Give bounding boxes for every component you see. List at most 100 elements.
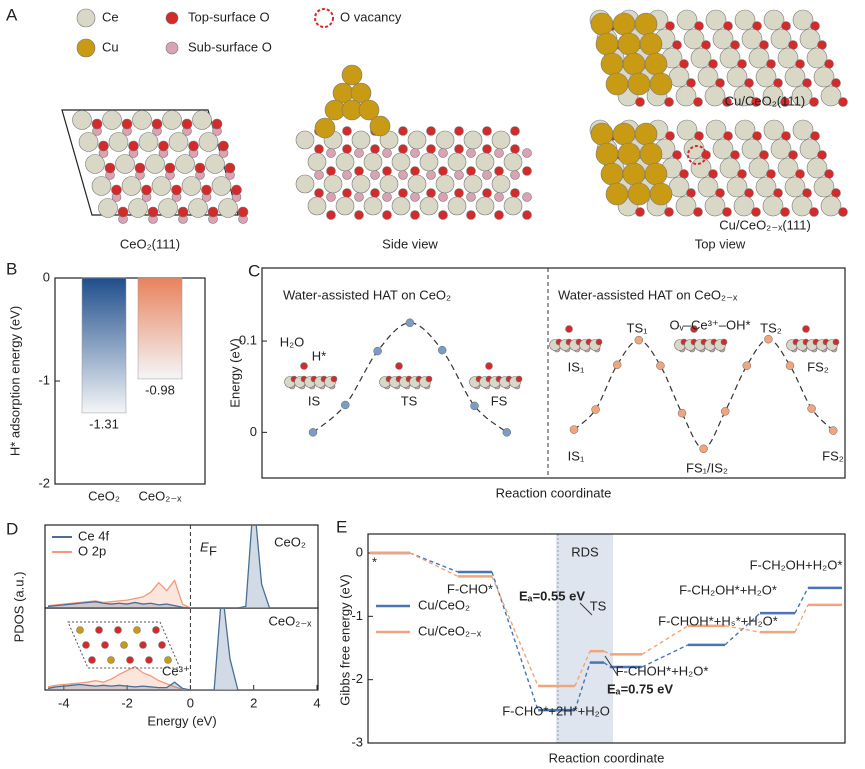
label: IS₁ bbox=[568, 448, 585, 463]
atom bbox=[813, 176, 835, 198]
label: -1.31 bbox=[89, 416, 119, 431]
atom bbox=[605, 72, 629, 96]
atom bbox=[813, 66, 835, 88]
atom bbox=[201, 184, 212, 196]
atom bbox=[85, 154, 105, 174]
atom bbox=[382, 192, 392, 202]
label: Eₐ=0.55 eV bbox=[519, 588, 585, 603]
atom bbox=[102, 110, 122, 130]
label: CeO₂(111) bbox=[120, 236, 180, 251]
atom bbox=[335, 196, 355, 216]
label: -1 bbox=[38, 372, 50, 387]
point bbox=[612, 360, 622, 370]
atom bbox=[425, 375, 433, 383]
atom bbox=[426, 144, 436, 154]
label: 0 bbox=[250, 424, 257, 439]
atom bbox=[120, 641, 128, 649]
atom bbox=[128, 198, 148, 218]
atom bbox=[466, 210, 476, 220]
arrow bbox=[604, 655, 619, 677]
atom bbox=[522, 210, 532, 220]
label: F-CHO*+2H*+H₂O bbox=[502, 703, 610, 718]
atom bbox=[218, 198, 238, 218]
label: Ce³⁺ bbox=[162, 663, 190, 678]
atom bbox=[649, 182, 673, 206]
atom bbox=[838, 207, 848, 217]
atom bbox=[114, 626, 122, 634]
atom bbox=[690, 325, 698, 333]
label: H₂O bbox=[280, 334, 305, 349]
atom bbox=[802, 325, 810, 333]
atom bbox=[595, 142, 619, 166]
label: -3 bbox=[351, 734, 363, 749]
atom bbox=[639, 142, 663, 166]
atom bbox=[590, 12, 614, 36]
label: Cu bbox=[102, 39, 119, 54]
connector bbox=[724, 625, 761, 633]
atom bbox=[690, 157, 712, 179]
atom bbox=[407, 174, 427, 194]
atom bbox=[76, 38, 96, 58]
label: 4 bbox=[313, 695, 320, 710]
atom bbox=[590, 122, 614, 146]
atom bbox=[755, 66, 777, 88]
atom bbox=[770, 138, 792, 160]
atom bbox=[494, 166, 504, 176]
point bbox=[699, 444, 708, 454]
label: CeO₂₋ₓ bbox=[139, 488, 183, 503]
atom bbox=[314, 117, 336, 139]
atom bbox=[295, 174, 315, 194]
atom bbox=[664, 207, 674, 217]
atom bbox=[181, 118, 193, 130]
label: FS bbox=[491, 393, 508, 408]
atom bbox=[391, 152, 411, 172]
atom bbox=[152, 626, 160, 634]
atom bbox=[295, 130, 315, 150]
point bbox=[341, 400, 350, 410]
label: -1 bbox=[351, 608, 363, 623]
atom bbox=[419, 152, 439, 172]
atom bbox=[164, 656, 172, 664]
pdos-panel bbox=[47, 525, 317, 608]
atom bbox=[466, 166, 476, 176]
atom bbox=[139, 641, 147, 649]
atom bbox=[463, 130, 483, 150]
atom bbox=[218, 140, 229, 152]
label: A bbox=[6, 5, 18, 24]
atom bbox=[101, 641, 109, 649]
atom bbox=[117, 206, 129, 218]
label: Cu/CeO₂₋ₓ(111) bbox=[719, 217, 811, 232]
atom bbox=[693, 207, 703, 217]
label: C bbox=[248, 261, 260, 280]
label: TS₁ bbox=[627, 320, 649, 335]
atom bbox=[126, 656, 134, 664]
atom bbox=[314, 170, 324, 180]
atom bbox=[762, 85, 784, 107]
atom bbox=[595, 338, 603, 346]
atom bbox=[751, 207, 761, 217]
label: E bbox=[336, 517, 347, 536]
atom bbox=[503, 196, 523, 216]
atom bbox=[76, 8, 96, 28]
atom bbox=[627, 182, 651, 206]
atom bbox=[121, 118, 133, 130]
atom bbox=[683, 28, 705, 50]
atom bbox=[91, 118, 103, 130]
atom bbox=[194, 162, 206, 174]
dos-line bbox=[47, 608, 317, 690]
rds-band bbox=[556, 534, 613, 743]
label: F-CH₂OH*+H₂O* bbox=[679, 582, 777, 597]
atom bbox=[342, 188, 352, 198]
atom bbox=[522, 192, 532, 202]
atom bbox=[323, 174, 343, 194]
atom bbox=[722, 97, 732, 107]
label: Reaction coordinate bbox=[496, 485, 612, 500]
atom bbox=[438, 192, 448, 202]
label: Cu/CeO₂₋ₓ bbox=[418, 623, 482, 638]
atom bbox=[419, 196, 439, 216]
label: Eₐ=0.75 eV bbox=[607, 681, 673, 696]
atom bbox=[141, 184, 152, 196]
point bbox=[742, 361, 752, 370]
atom bbox=[693, 97, 703, 107]
atom bbox=[115, 154, 135, 174]
